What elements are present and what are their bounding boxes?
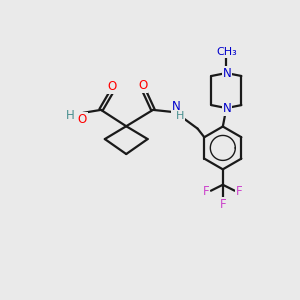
Text: O: O <box>78 113 87 126</box>
Text: O: O <box>108 80 117 93</box>
Text: N: N <box>223 102 231 115</box>
Text: CH₃: CH₃ <box>217 47 237 57</box>
Text: N: N <box>172 100 181 113</box>
Text: H: H <box>66 109 75 122</box>
Text: O: O <box>138 79 147 92</box>
Text: F: F <box>220 198 226 211</box>
Text: F: F <box>203 185 209 198</box>
Text: H: H <box>176 111 184 121</box>
Text: N: N <box>223 67 231 80</box>
Text: F: F <box>236 185 243 198</box>
